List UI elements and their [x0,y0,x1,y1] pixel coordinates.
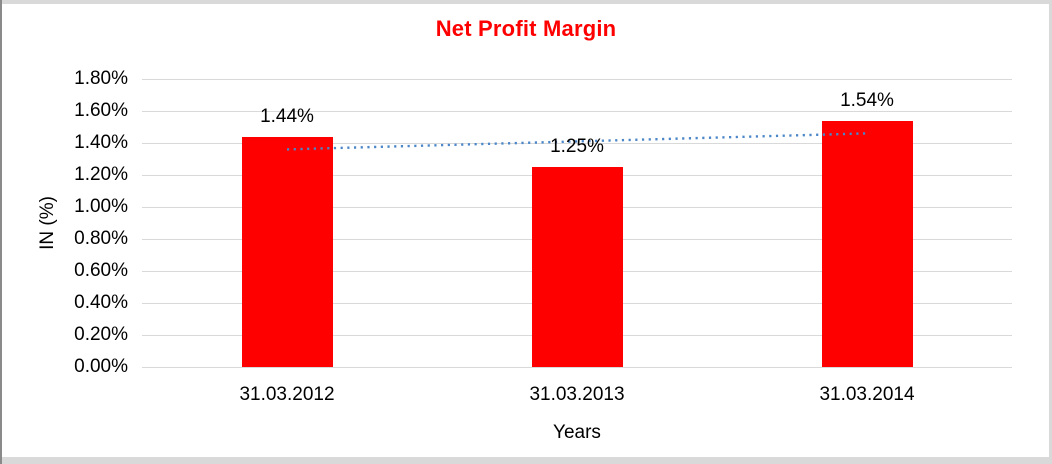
bar-31.03.2012 [242,137,333,367]
chart-title: Net Profit Margin [435,16,617,41]
gridline [142,367,1012,368]
data-label: 1.44% [260,106,314,127]
y-tick-label: 1.00% [74,196,128,217]
y-tick-label: 0.60% [74,260,128,281]
bar-31.03.2013 [532,167,623,367]
x-tick-label: 31.03.2013 [529,384,625,405]
y-tick-label: 1.40% [74,132,128,153]
y-tick-label: 0.40% [74,292,128,313]
y-axis-title: IN (%) [37,196,58,250]
frame-right-border [1049,0,1052,464]
gridline [142,79,1012,80]
y-tick-label: 0.20% [74,324,128,345]
gridline [142,111,1012,112]
y-tick-label: 0.80% [74,228,128,249]
data-label: 1.54% [840,90,894,111]
data-label: 1.25% [550,136,604,157]
y-tick-label: 1.20% [74,164,128,185]
frame-left-border [0,0,2,464]
y-tick-label: 1.80% [74,68,128,89]
y-tick-label: 0.00% [74,356,128,377]
x-tick-label: 31.03.2012 [239,384,335,405]
bar-31.03.2014 [822,121,913,367]
frame-top-border [0,0,1052,4]
x-axis-title: Years [553,422,601,443]
x-tick-label: 31.03.2014 [819,384,915,405]
frame-bottom-border [0,457,1052,464]
y-tick-label: 1.60% [74,100,128,121]
